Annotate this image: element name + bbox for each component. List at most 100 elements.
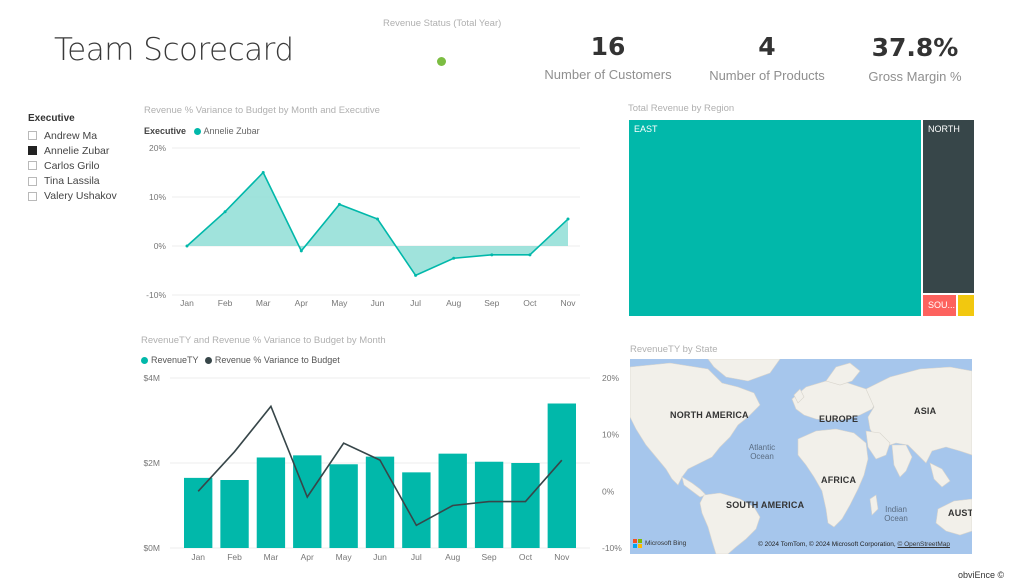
treemap-cell-west[interactable] xyxy=(957,294,975,317)
revenue-combo-chart-title: RevenueTY and Revenue % Variance to Budg… xyxy=(141,335,386,346)
checkbox-unchecked-icon[interactable] xyxy=(28,191,37,201)
map-label-africa: AFRICA xyxy=(821,475,857,485)
kpi-label: Number of Customers xyxy=(544,67,672,82)
legend-label: Revenue % Variance to Budget xyxy=(214,355,340,365)
map-label-south-america: SOUTH AMERICA xyxy=(726,500,805,510)
executive-slicer-title: Executive xyxy=(28,113,75,124)
greenland-land xyxy=(707,359,781,382)
treemap-cell-south[interactable]: SOU... xyxy=(922,294,957,317)
kpi-label: Gross Margin % xyxy=(868,69,962,84)
x-tick-label: Feb xyxy=(218,298,233,308)
x-tick-label: Nov xyxy=(554,552,570,562)
data-point xyxy=(185,244,189,248)
slicer-item[interactable]: Valery Ushakov xyxy=(28,189,117,204)
variance-chart-title: Revenue % Variance to Budget by Month an… xyxy=(144,105,380,116)
x-tick-label: Sep xyxy=(482,552,497,562)
revenue-state-map[interactable]: NORTH AMERICA EUROPE ASIA AFRICA SOUTH A… xyxy=(630,359,972,554)
y-left-tick-label: $0M xyxy=(143,543,160,553)
x-tick-label: Mar xyxy=(256,298,271,308)
data-point xyxy=(223,210,227,214)
slicer-item[interactable]: Annelie Zubar xyxy=(28,143,109,158)
bing-logo: Microsoft Bing xyxy=(633,539,686,548)
x-tick-label: May xyxy=(331,298,348,308)
slicer-item-label: Valery Ushakov xyxy=(44,190,117,203)
series-area xyxy=(187,172,568,276)
revenue-region-treemap[interactable]: EAST NORTH SOU... xyxy=(628,119,975,317)
revenue-combo-legend: RevenueTY Revenue % Variance to Budget xyxy=(141,355,340,365)
slicer-item[interactable]: Carlos Grilo xyxy=(28,158,99,173)
central-america-land xyxy=(681,476,707,498)
revenue-combo-chart[interactable]: $4M $2M $0M 20% 10% 0% -10% Jan Feb Mar Apr May Jun J… xyxy=(130,370,630,570)
checkbox-unchecked-icon[interactable] xyxy=(28,161,37,171)
data-point xyxy=(376,217,379,221)
revenue-status-title: Revenue Status (Total Year) xyxy=(383,18,502,29)
north-america-land xyxy=(630,362,761,486)
legend-item[interactable]: Revenue % Variance to Budget xyxy=(204,355,340,365)
x-tick-label: Mar xyxy=(264,552,279,562)
treemap-cell-north[interactable]: NORTH xyxy=(922,119,975,294)
revenue-bar xyxy=(511,463,540,548)
slicer-item[interactable]: Andrew Ma xyxy=(28,128,97,143)
kpi-card-gross-margin[interactable]: 37.8% Gross Margin % xyxy=(862,33,968,84)
world-map[interactable] xyxy=(630,359,972,554)
map-label-asia: ASIA xyxy=(914,406,937,416)
x-tick-label: Aug xyxy=(445,552,460,562)
x-tick-label: Jan xyxy=(180,298,194,308)
map-label-europe: EUROPE xyxy=(819,414,859,424)
x-tick-label: Oct xyxy=(519,552,533,562)
kpi-card-products[interactable]: 4 Number of Products xyxy=(702,32,832,83)
y-tick-label: 10% xyxy=(149,192,166,202)
legend-label: Annelie Zubar xyxy=(203,126,260,136)
slicer-item[interactable]: Tina Lassila xyxy=(28,174,100,189)
y-right-tick-label: 0% xyxy=(602,486,615,496)
bing-logo-text: Microsoft Bing xyxy=(645,540,687,547)
revenue-bar xyxy=(184,477,213,548)
data-point xyxy=(528,253,532,257)
treemap-title: Total Revenue by Region xyxy=(628,103,735,114)
y-right-tick-label: 20% xyxy=(602,373,619,383)
legend-item[interactable]: Annelie Zubar xyxy=(193,126,260,136)
map-label-australia: AUSTI xyxy=(948,508,972,518)
treemap-cell-label: SOU... xyxy=(928,300,956,310)
checkbox-unchecked-icon[interactable] xyxy=(28,131,37,140)
revenue-bar xyxy=(474,461,504,548)
legend-item[interactable]: RevenueTY xyxy=(141,355,198,365)
data-point xyxy=(566,217,570,221)
revenue-bar xyxy=(256,457,286,548)
y-right-tick-label: -10% xyxy=(602,543,622,553)
watermark: obviEnce © xyxy=(958,570,1005,580)
madagascar-land xyxy=(869,494,879,516)
checkbox-checked-icon[interactable] xyxy=(28,146,37,156)
map-title: RevenueTY by State xyxy=(630,344,718,355)
y-tick-label: -10% xyxy=(146,290,166,300)
slicer-item-label: Andrew Ma xyxy=(44,129,98,142)
arabia-land xyxy=(865,430,891,460)
x-tick-label: Apr xyxy=(295,298,308,308)
data-point xyxy=(261,171,265,174)
map-attribution-text: © 2024 TomTom, © 2024 Microsoft Corporat… xyxy=(757,541,896,548)
data-point xyxy=(490,253,494,257)
treemap-cell-label: EAST xyxy=(634,124,658,134)
page-title: Team Scorecard xyxy=(54,32,294,68)
revenue-bar xyxy=(293,455,322,548)
x-tick-label: Jun xyxy=(373,552,387,562)
variance-chart-legend: Executive Annelie Zubar xyxy=(144,126,260,136)
kpi-value: 37.8% xyxy=(871,33,959,62)
data-point xyxy=(452,256,456,260)
revenue-status-indicator[interactable] xyxy=(437,57,446,66)
variance-area-chart[interactable]: 20% 10% 0% -10% Jan Feb Mar Apr May Jun Jul Aug Sep O… xyxy=(140,138,590,310)
x-tick-label: Oct xyxy=(523,298,537,308)
southeast-asia-land xyxy=(929,462,951,488)
openstreetmap-link[interactable]: © OpenStreetMap xyxy=(897,541,950,548)
x-tick-label: Jul xyxy=(410,298,421,308)
checkbox-unchecked-icon[interactable] xyxy=(28,176,37,186)
treemap-cell-east[interactable]: EAST xyxy=(628,119,922,317)
variance-line xyxy=(197,404,563,527)
y-tick-label: 0% xyxy=(154,241,167,251)
slicer-item-label: Annelie Zubar xyxy=(44,144,110,157)
treemap-cell-label: NORTH xyxy=(928,124,960,134)
x-tick-label: May xyxy=(336,552,353,562)
x-tick-label: Nov xyxy=(560,298,576,308)
kpi-card-customers[interactable]: 16 Number of Customers xyxy=(540,32,676,82)
map-label-atlantic-ocean: Atlantic Ocean xyxy=(748,443,776,461)
